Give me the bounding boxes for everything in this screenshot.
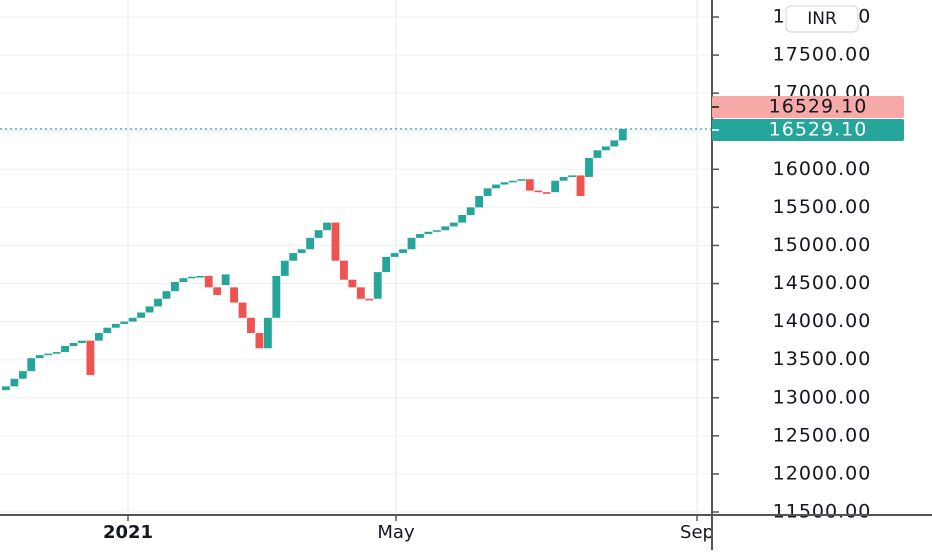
brick [78, 340, 86, 343]
brick [475, 195, 484, 208]
brick [365, 298, 374, 301]
brick [145, 306, 154, 313]
brick [137, 312, 146, 318]
brick [18, 371, 27, 379]
brick [585, 157, 593, 177]
brick [525, 179, 534, 191]
currency-badge[interactable] [785, 5, 859, 33]
brick [323, 222, 331, 231]
brick [542, 192, 551, 194]
brick [492, 184, 500, 189]
y-tick-label: 13000.00 [773, 386, 872, 408]
brick [2, 386, 10, 391]
brick [196, 275, 205, 278]
brick [289, 253, 298, 261]
brick [247, 317, 255, 334]
brick [120, 321, 129, 324]
brick [416, 234, 424, 238]
brick [390, 253, 399, 257]
brick [179, 278, 188, 283]
brick [534, 190, 543, 193]
brick [221, 274, 230, 286]
brick [263, 317, 272, 349]
brick [162, 291, 171, 299]
x-tick-label: Sep [680, 522, 714, 543]
brick [618, 129, 627, 141]
price-label-bg [712, 119, 904, 142]
y-tick-label: 15000.00 [773, 234, 872, 256]
brick [297, 249, 306, 254]
y-tick-label: 13500.00 [773, 348, 872, 370]
brick [340, 260, 348, 280]
brick [154, 298, 162, 307]
brick [331, 222, 340, 261]
brick [44, 353, 53, 356]
brick [610, 140, 619, 147]
brick [509, 180, 517, 183]
brick [356, 287, 365, 299]
brick [424, 231, 433, 235]
brick [373, 272, 382, 299]
y-tick-label: 12500.00 [773, 424, 872, 446]
brick [187, 276, 196, 279]
brick [272, 275, 281, 318]
brick [407, 237, 416, 250]
brick [230, 287, 238, 303]
price-label: 16529.10 [769, 96, 868, 118]
y-tick-label: 15500.00 [773, 196, 872, 218]
brick [213, 287, 222, 295]
brick [204, 275, 213, 288]
brick [576, 175, 585, 196]
brick [314, 230, 323, 238]
brick [10, 378, 19, 387]
brick [551, 180, 560, 193]
brick [111, 323, 120, 328]
brick [559, 176, 568, 181]
brick [399, 249, 407, 254]
y-tick-label: 14500.00 [773, 272, 872, 294]
x-tick-label: May [377, 522, 415, 543]
brick [35, 355, 44, 359]
brick [171, 282, 179, 292]
brick [238, 302, 247, 318]
brick [52, 352, 61, 354]
brick [280, 260, 289, 276]
brick [94, 333, 103, 341]
price-label-bg [712, 96, 904, 119]
brick [593, 150, 602, 158]
brick [382, 256, 391, 273]
y-tick-label: 17500.00 [773, 44, 872, 66]
brick [255, 333, 264, 349]
x-tick-label: 2021 [103, 522, 153, 543]
y-tick-label: 16000.00 [773, 158, 872, 180]
brick [458, 215, 467, 223]
y-tick-label: 12000.00 [773, 462, 872, 484]
price-label: 16529.10 [769, 119, 868, 141]
brick [441, 226, 450, 231]
y-tick-label: 11500.00 [773, 501, 872, 523]
brick [61, 345, 69, 353]
y-tick-label: 14000.00 [773, 310, 872, 332]
brick [568, 175, 576, 177]
brick [306, 237, 315, 250]
brick [27, 358, 36, 372]
brick [483, 188, 492, 196]
brick [103, 327, 112, 334]
brick [466, 207, 475, 215]
brick [500, 182, 509, 185]
brick [432, 230, 441, 232]
brick [69, 342, 78, 346]
brick [449, 222, 458, 227]
currency-label[interactable]: INR [807, 9, 837, 29]
brick [128, 317, 137, 322]
brick [86, 340, 95, 375]
brick [348, 279, 357, 288]
brick [601, 146, 610, 151]
brick [517, 179, 526, 181]
